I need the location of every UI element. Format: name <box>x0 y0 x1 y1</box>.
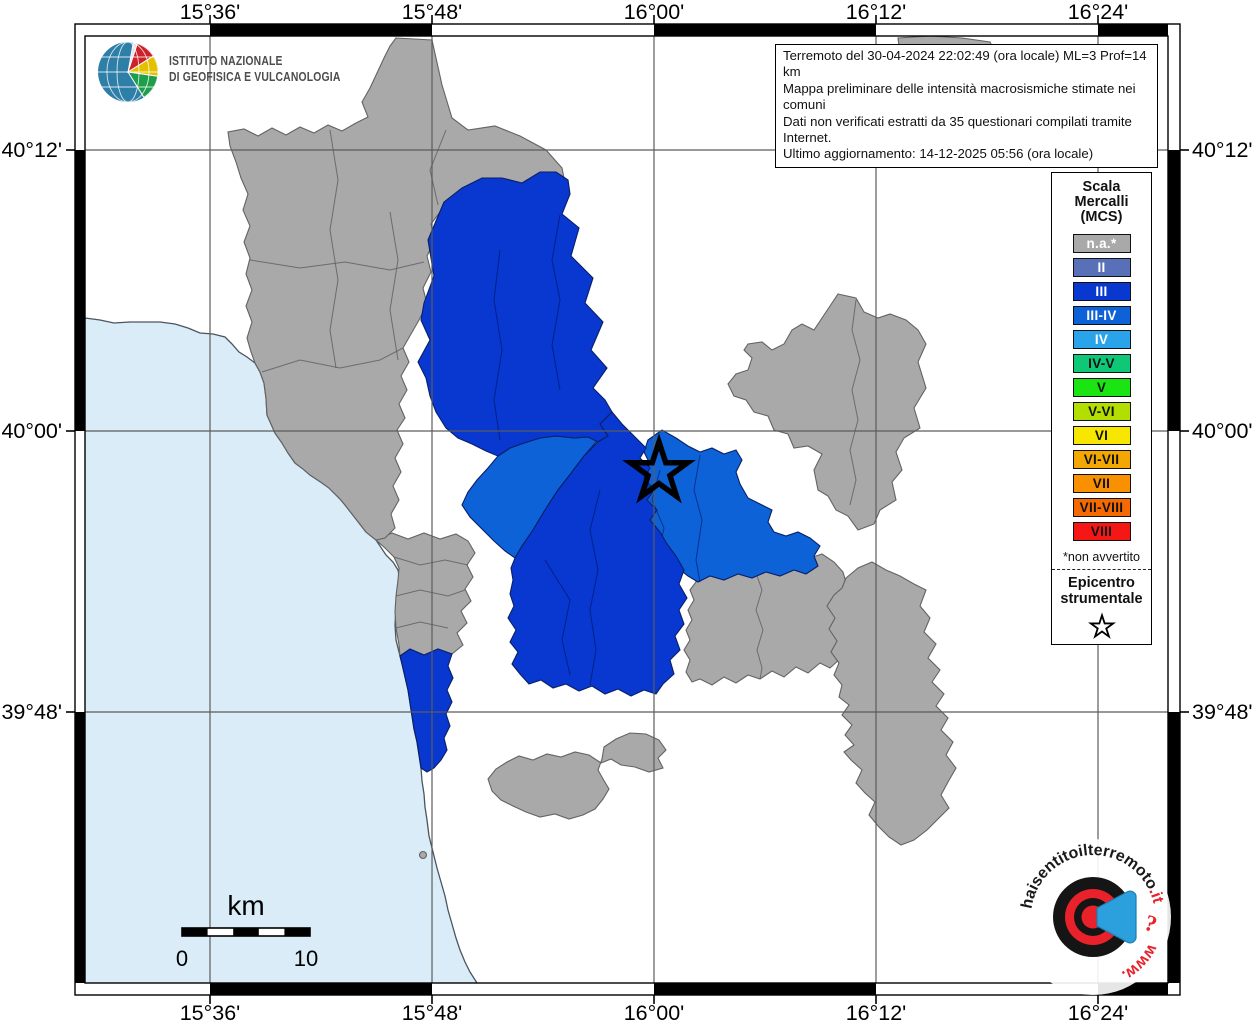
institute-name-line1: ISTITUTO NAZIONALE <box>169 53 283 68</box>
legend-swatch: VIII <box>1072 521 1131 541</box>
legend-epicenter-line2: strumentale <box>1060 591 1143 607</box>
islet <box>418 850 428 860</box>
axis-label-bottom: 16°24' <box>1068 1001 1129 1024</box>
sea-area <box>85 318 477 983</box>
axis-label-bottom: 15°48' <box>402 1001 463 1024</box>
municipality-border <box>261 347 404 373</box>
axis-label-top: 16°12' <box>846 0 907 24</box>
municipality-na-east-butterfly <box>727 293 927 531</box>
legend-epicenter-line1: Epicentro <box>1068 575 1135 591</box>
municipality-na-southeast-tall <box>826 561 957 846</box>
legend-divider <box>1052 569 1151 570</box>
legend-swatch: VI-VII <box>1072 449 1131 469</box>
legend-title-line: Mercalli <box>1074 194 1129 210</box>
institute-name: ISTITUTO NAZIONALE DI GEOFISICA E VULCAN… <box>169 40 341 85</box>
axis-label-right: 40°00' <box>1192 419 1253 443</box>
legend-swatch: III <box>1072 281 1131 301</box>
axis-label-top: 16°00' <box>624 0 685 24</box>
axis-ticks <box>66 15 1189 1004</box>
legend-swatch: VI <box>1072 425 1131 445</box>
municipality-na-coastal-strip <box>374 532 476 657</box>
axis-label-top: 16°24' <box>1068 0 1129 24</box>
legend-swatch: n.a.* <box>1072 233 1131 253</box>
event-info-line3: Dati non verificati estratti da 35 quest… <box>783 113 1132 146</box>
legend-swatch: V-VI <box>1072 401 1131 421</box>
scale-bar-start: 0 <box>176 946 188 971</box>
epicenter-star-icon <box>622 433 696 504</box>
axis-label-left: 39°48' <box>1 700 62 724</box>
municipality-border <box>849 299 861 506</box>
scale-bar: km 0 10 <box>176 890 318 971</box>
municipality-border <box>493 214 561 441</box>
municipality-border <box>429 129 447 206</box>
municipality-iii-north <box>417 171 613 457</box>
event-info-box: Terremoto del 30-04-2024 22:02:49 (ora l… <box>775 44 1158 168</box>
municipality-border <box>389 211 399 361</box>
axis-label-top: 15°48' <box>402 0 463 24</box>
megaphone-icon <box>1096 890 1137 944</box>
legend-epicenter-star-icon <box>1087 612 1116 639</box>
axis-label-top: 15°36' <box>180 0 241 24</box>
axis-label-left: 40°12' <box>1 138 62 162</box>
ingv-logo-block: ISTITUTO NAZIONALE DI GEOFISICA E VULCAN… <box>96 40 383 104</box>
municipality-iii-coastal-strip <box>399 648 454 773</box>
axis-label-bottom: 16°00' <box>624 1001 685 1024</box>
haisentitoilterremoto-logo: haisentitoilterremoto.it www. ? <box>1015 839 1171 995</box>
map-frame <box>66 15 1189 1004</box>
axis-label-right: 40°12' <box>1192 138 1253 162</box>
legend-title-line: Scala <box>1082 179 1121 195</box>
legend-panel: Scala Mercalli (MCS) n.a.* II III III-IV IV I… <box>1051 172 1152 645</box>
legend-swatch: VII <box>1072 473 1131 493</box>
institute-name-line2: DI GEOFISICA E VULCANOLOGIA <box>169 69 341 84</box>
axis-label-bottom: 15°36' <box>180 1001 241 1024</box>
legend-epicenter-label: Epicentro strumentale <box>1060 575 1142 607</box>
municipality-na-south <box>487 732 667 820</box>
legend-swatch-list: n.a.* II III III-IV IV IV-V V V-VI VI VI-VII VII VI… <box>1072 231 1131 543</box>
legend-title: Scala Mercalli (MCS) <box>1075 180 1129 225</box>
legend-swatch: IV <box>1072 329 1131 349</box>
event-info-line4: Ultimo aggiornamento: 14-12-2025 05:56 (… <box>783 146 1094 162</box>
legend-swatch: III-IV <box>1072 305 1131 325</box>
municipality-border <box>249 259 425 271</box>
legend-swatch: II <box>1072 257 1131 277</box>
scale-bar-end: 10 <box>294 946 318 971</box>
legend-footnote: *non avvertito <box>1062 550 1140 564</box>
event-info-line1: Terremoto del 30-04-2024 22:02:49 (ora l… <box>783 48 1147 80</box>
legend-swatch: V <box>1072 377 1131 397</box>
municipality-border <box>329 129 339 369</box>
event-info-line2: Mappa preliminare delle intensità macros… <box>783 80 1136 113</box>
municipality-border <box>544 489 601 686</box>
axis-label-left: 40°00' <box>1 419 62 443</box>
legend-title-line: (MCS) <box>1080 209 1123 225</box>
scale-bar-unit: km <box>227 890 264 921</box>
ingv-globe-icon <box>98 42 158 102</box>
legend-swatch: VII-VIII <box>1072 497 1131 517</box>
legend-swatch: IV-V <box>1072 353 1131 373</box>
axis-label-bottom: 16°12' <box>846 1001 907 1024</box>
axis-label-right: 39°48' <box>1192 700 1253 724</box>
